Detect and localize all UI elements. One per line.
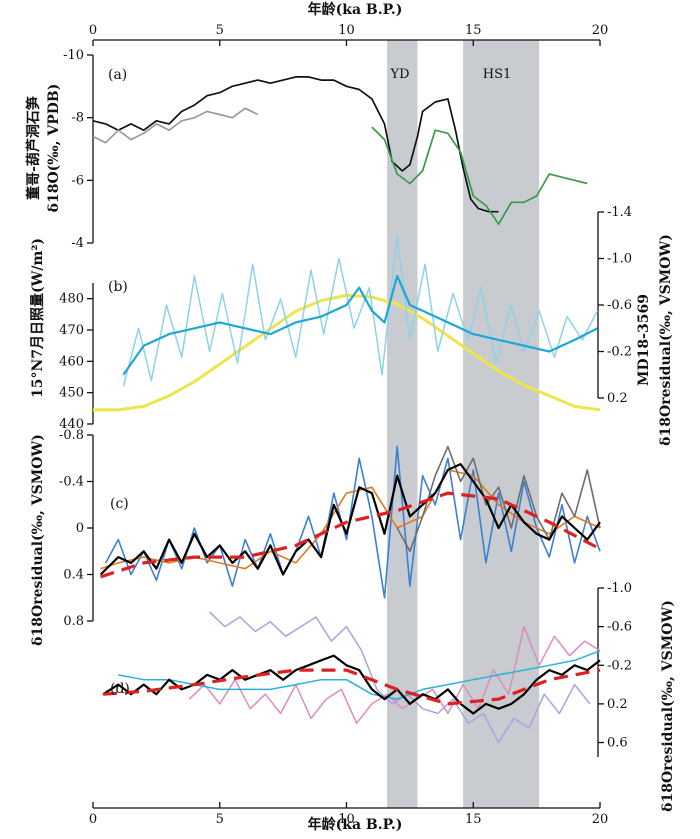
panel-c-y-axis-tick-label: -0.8 <box>59 428 84 443</box>
panel-b-right-y-axis-tick-label: -1.4 <box>607 205 632 220</box>
band-label-yd: YD <box>389 67 409 82</box>
panel-a-ylabel-line2: δ18O(‰, VPDB) <box>46 84 62 213</box>
top-x-tick-label: 5 <box>216 23 224 38</box>
bottom-x-tick-label: 15 <box>465 812 482 827</box>
panel-label-c: (c) <box>110 496 129 512</box>
band-hs1 <box>463 40 540 808</box>
panel-d-series-3 <box>102 654 601 715</box>
panel-d-y-axis-tick-label: -0.2 <box>607 658 632 673</box>
panel-label-d: (d) <box>110 681 130 697</box>
panel-b-left-y-axis-tick-label: 450 <box>59 386 84 401</box>
bottom-x-tick-label: 20 <box>592 812 609 827</box>
shaded-bands-layer <box>387 40 540 808</box>
panel-a-y-axis-tick-label: -10 <box>63 48 84 63</box>
band-label-hs1: HS1 <box>483 67 512 82</box>
panel-label-a: (a) <box>108 67 127 83</box>
panel-d-y-axis-tick-label: 0.6 <box>607 736 628 751</box>
axes-layer: 0 0 5 5 10 10 15 15 20 20 -10 -8 -6 -4 440 450 460 470 480… <box>59 23 632 827</box>
panel-b-ylabel-left: 15°N7月日照量(W/m²) <box>30 238 46 398</box>
bottom-x-tick-label: 0 <box>89 812 97 827</box>
top-x-tick-label: 10 <box>338 23 355 38</box>
top-x-tick-label: 15 <box>465 23 482 38</box>
panel-a-ylabel-line1: 董哥-葫芦洞石笋 <box>25 96 42 200</box>
panel-a-y-axis-tick-label: -4 <box>71 236 84 251</box>
panel-d-y-axis-tick-label: 0.2 <box>607 697 628 712</box>
panel-b-left-y-axis-tick-label: 440 <box>59 417 84 432</box>
panel-b-left-y-axis-tick-label: 480 <box>59 292 84 307</box>
panel-c-y-axis-tick-label: 0.8 <box>63 614 84 629</box>
panel-b-right-y-axis-tick-label: -0.2 <box>607 345 632 360</box>
panel-a-series-1 <box>92 107 259 144</box>
top-axis-title: 年龄(ka B.P.) <box>308 1 403 18</box>
panel-d-y-axis-tick-label: -1.0 <box>607 581 632 596</box>
panel-c-y-axis-tick-label: -0.4 <box>59 475 84 490</box>
panel-c-y-axis-tick-label: 0 <box>76 521 84 536</box>
bottom-axis-title: 年龄(ka B.P.) <box>308 816 403 833</box>
bottom-x-tick-label: 5 <box>216 812 224 827</box>
panel-b-series-1 <box>122 234 599 387</box>
panel-a-y-axis-tick-label: -6 <box>71 173 84 188</box>
panel-d-y-axis-tick-label: -0.6 <box>607 620 632 635</box>
panel-a-series-0 <box>92 76 499 213</box>
panel-b-left-y-axis-tick-label: 470 <box>59 323 84 338</box>
panel-b-series-2 <box>122 274 598 376</box>
panel-d-series-0 <box>209 611 591 744</box>
series-layer <box>92 76 601 744</box>
panel-b-right-y-axis-tick-label: -1.0 <box>607 252 632 267</box>
panel-b-ylabel-right-line2: δ18Oresidual(‰, VSMOW) <box>658 234 674 446</box>
panel-c-series-4 <box>100 491 601 579</box>
panel-label-b: (b) <box>108 279 128 295</box>
panel-d-ylabel: δ18Oresidual(‰, VSMOW) <box>660 600 676 812</box>
panel-d-series-4 <box>102 668 601 706</box>
panel-d-series-1 <box>188 625 601 724</box>
panel-a-series-2 <box>371 126 588 226</box>
top-x-tick-label: 20 <box>592 23 609 38</box>
panel-c-series-1 <box>100 469 601 570</box>
panel-c-series-3 <box>99 463 601 576</box>
panel-c-ylabel: δ18Oresidual(‰, VSMOW) <box>30 434 46 646</box>
panel-c-y-axis-tick-label: 0.4 <box>63 568 84 583</box>
panel-b-ylabel-right-line1: MD18-3569 <box>636 294 652 386</box>
band-yd <box>387 40 418 808</box>
panel-b-right-y-axis-tick-label: 0.2 <box>607 391 628 406</box>
panel-c-series-2 <box>396 445 601 553</box>
panel-a-y-axis-tick-label: -8 <box>71 111 84 126</box>
panel-b-left-y-axis-tick-label: 460 <box>59 354 84 369</box>
bottom-x-tick-label: 10 <box>338 812 355 827</box>
panel-b-right-y-axis-tick-label: -0.6 <box>607 298 632 313</box>
top-x-tick-label: 0 <box>89 23 97 38</box>
